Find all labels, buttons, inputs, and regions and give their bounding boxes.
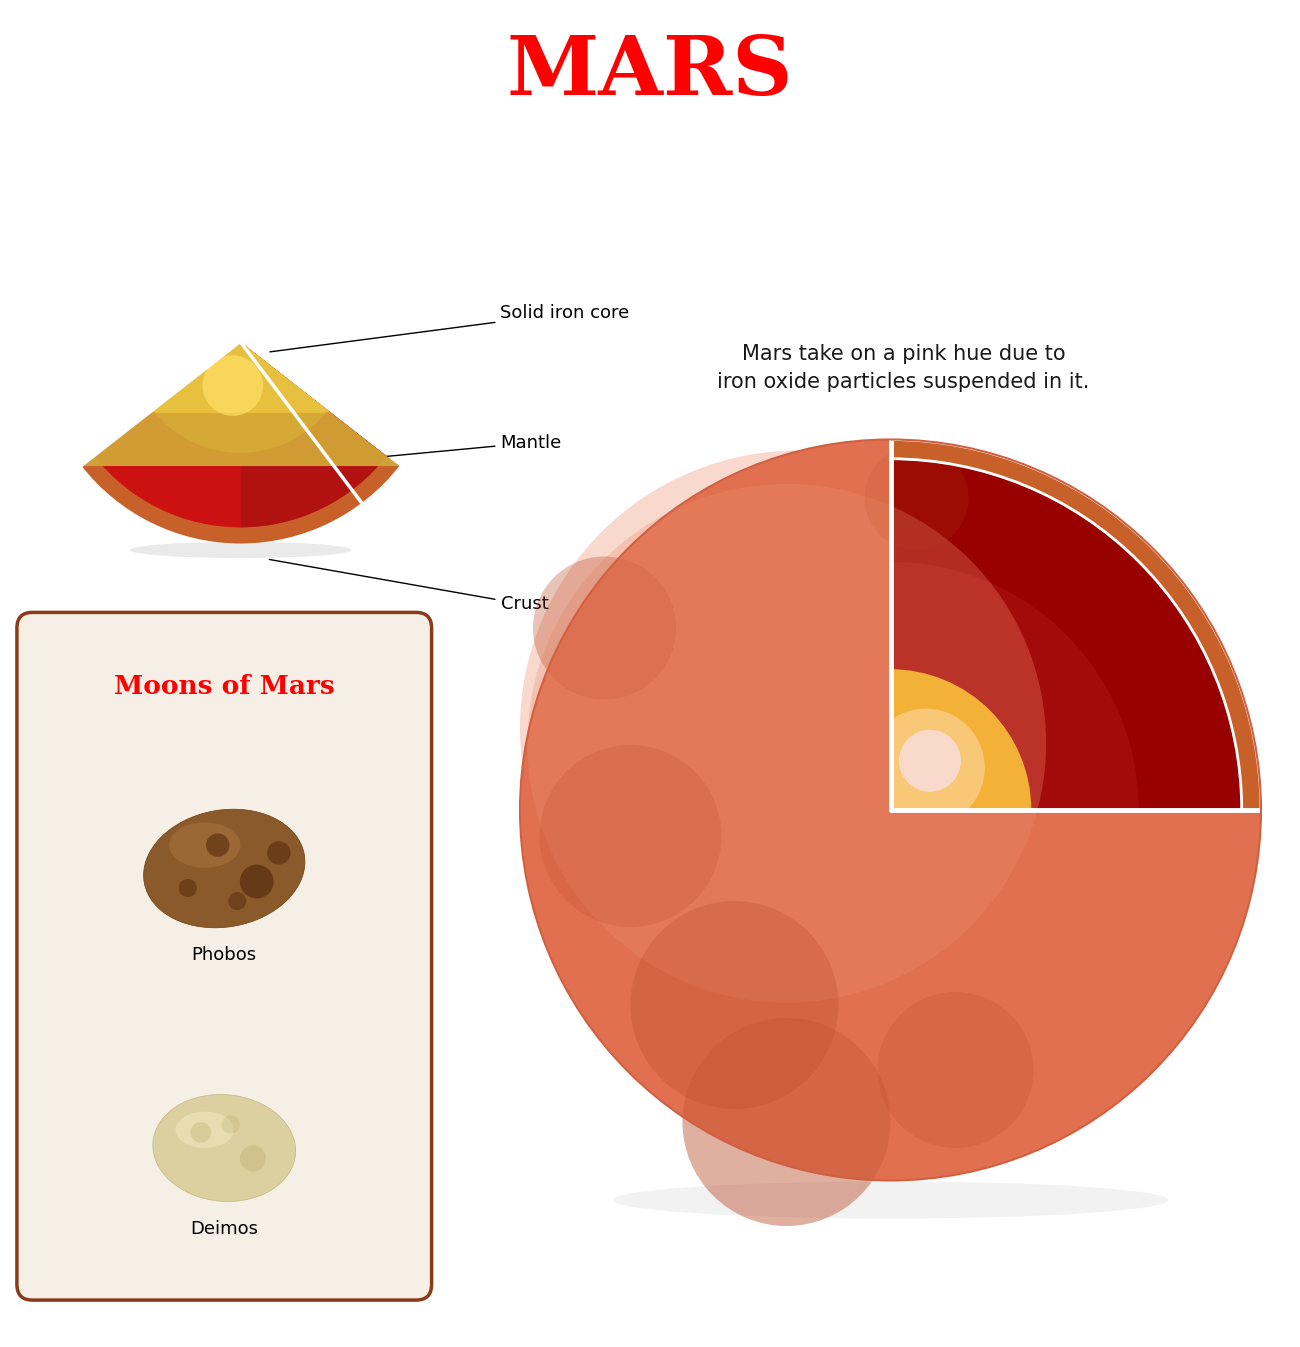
Circle shape [268, 841, 291, 865]
Wedge shape [520, 439, 1261, 1180]
Text: Phobos: Phobos [191, 947, 257, 964]
Circle shape [221, 1115, 240, 1134]
Circle shape [867, 709, 985, 827]
Circle shape [205, 834, 229, 857]
Text: Moons of Mars: Moons of Mars [114, 674, 334, 699]
Text: Mars take on a pink hue due to
iron oxide particles suspended in it.: Mars take on a pink hue due to iron oxid… [718, 343, 1089, 392]
Circle shape [540, 745, 722, 927]
Wedge shape [891, 439, 1261, 810]
Ellipse shape [143, 810, 306, 928]
Wedge shape [82, 342, 399, 543]
Text: Solid iron core: Solid iron core [270, 304, 629, 352]
Circle shape [630, 901, 838, 1109]
Ellipse shape [153, 1095, 295, 1202]
Wedge shape [95, 342, 386, 528]
Wedge shape [891, 459, 1240, 810]
Wedge shape [153, 342, 328, 453]
FancyBboxPatch shape [17, 613, 432, 1300]
Circle shape [520, 439, 1261, 1180]
Circle shape [179, 878, 198, 897]
Circle shape [864, 446, 968, 550]
Circle shape [203, 356, 263, 416]
Wedge shape [240, 342, 386, 528]
Circle shape [533, 556, 676, 699]
Circle shape [239, 865, 273, 898]
Wedge shape [891, 562, 1139, 810]
Circle shape [750, 669, 1031, 951]
Circle shape [520, 451, 1076, 1006]
Text: Crust: Crust [269, 559, 549, 613]
Circle shape [682, 1018, 890, 1226]
Ellipse shape [612, 1181, 1169, 1219]
Circle shape [898, 730, 961, 792]
Text: Mantle: Mantle [326, 434, 562, 462]
Circle shape [528, 484, 1046, 1002]
Text: Deimos: Deimos [190, 1219, 259, 1238]
Wedge shape [891, 439, 1261, 810]
Ellipse shape [130, 541, 351, 558]
Circle shape [190, 1122, 211, 1142]
Circle shape [239, 1145, 265, 1172]
Circle shape [864, 446, 968, 550]
Circle shape [682, 1018, 890, 1226]
Circle shape [878, 991, 1034, 1148]
Circle shape [630, 901, 838, 1109]
Polygon shape [82, 412, 399, 466]
Circle shape [229, 892, 247, 911]
Ellipse shape [169, 823, 240, 867]
Circle shape [878, 991, 1034, 1148]
Ellipse shape [176, 1111, 234, 1148]
Circle shape [533, 556, 676, 699]
Polygon shape [150, 342, 332, 412]
Text: MARS: MARS [507, 31, 793, 112]
Circle shape [540, 745, 722, 927]
